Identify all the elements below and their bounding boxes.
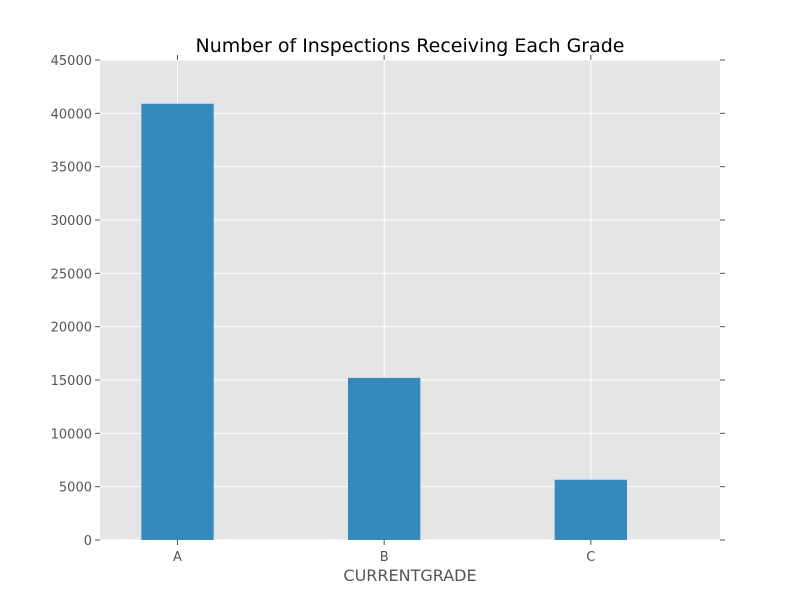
y-tick-label: 45000	[51, 54, 92, 69]
ticks: 0 5000 10000 15000 20000 25000 30000 35000 40000…	[51, 54, 725, 565]
bar-B	[348, 377, 421, 540]
y-tick-label: 30000	[51, 214, 92, 229]
y-tick-label: 25000	[51, 267, 92, 282]
x-tick-label: A	[173, 550, 182, 565]
y-tick-label: 15000	[51, 374, 92, 389]
bar-A	[141, 103, 214, 540]
x-tick-label: C	[586, 550, 595, 565]
y-tick-label: 35000	[51, 161, 92, 176]
bars	[141, 103, 627, 540]
x-tick-label: B	[380, 550, 389, 565]
y-tick-label: 40000	[51, 107, 92, 122]
x-axis-label: CURRENTGRADE	[343, 566, 476, 585]
bar-C	[554, 479, 627, 540]
y-tick-label: 0	[84, 534, 92, 549]
y-tick-label: 5000	[59, 481, 92, 496]
chart-title: Number of Inspections Receiving Each Gra…	[195, 35, 624, 57]
y-tick-label: 20000	[51, 321, 92, 336]
y-tick-label: 10000	[51, 427, 92, 442]
